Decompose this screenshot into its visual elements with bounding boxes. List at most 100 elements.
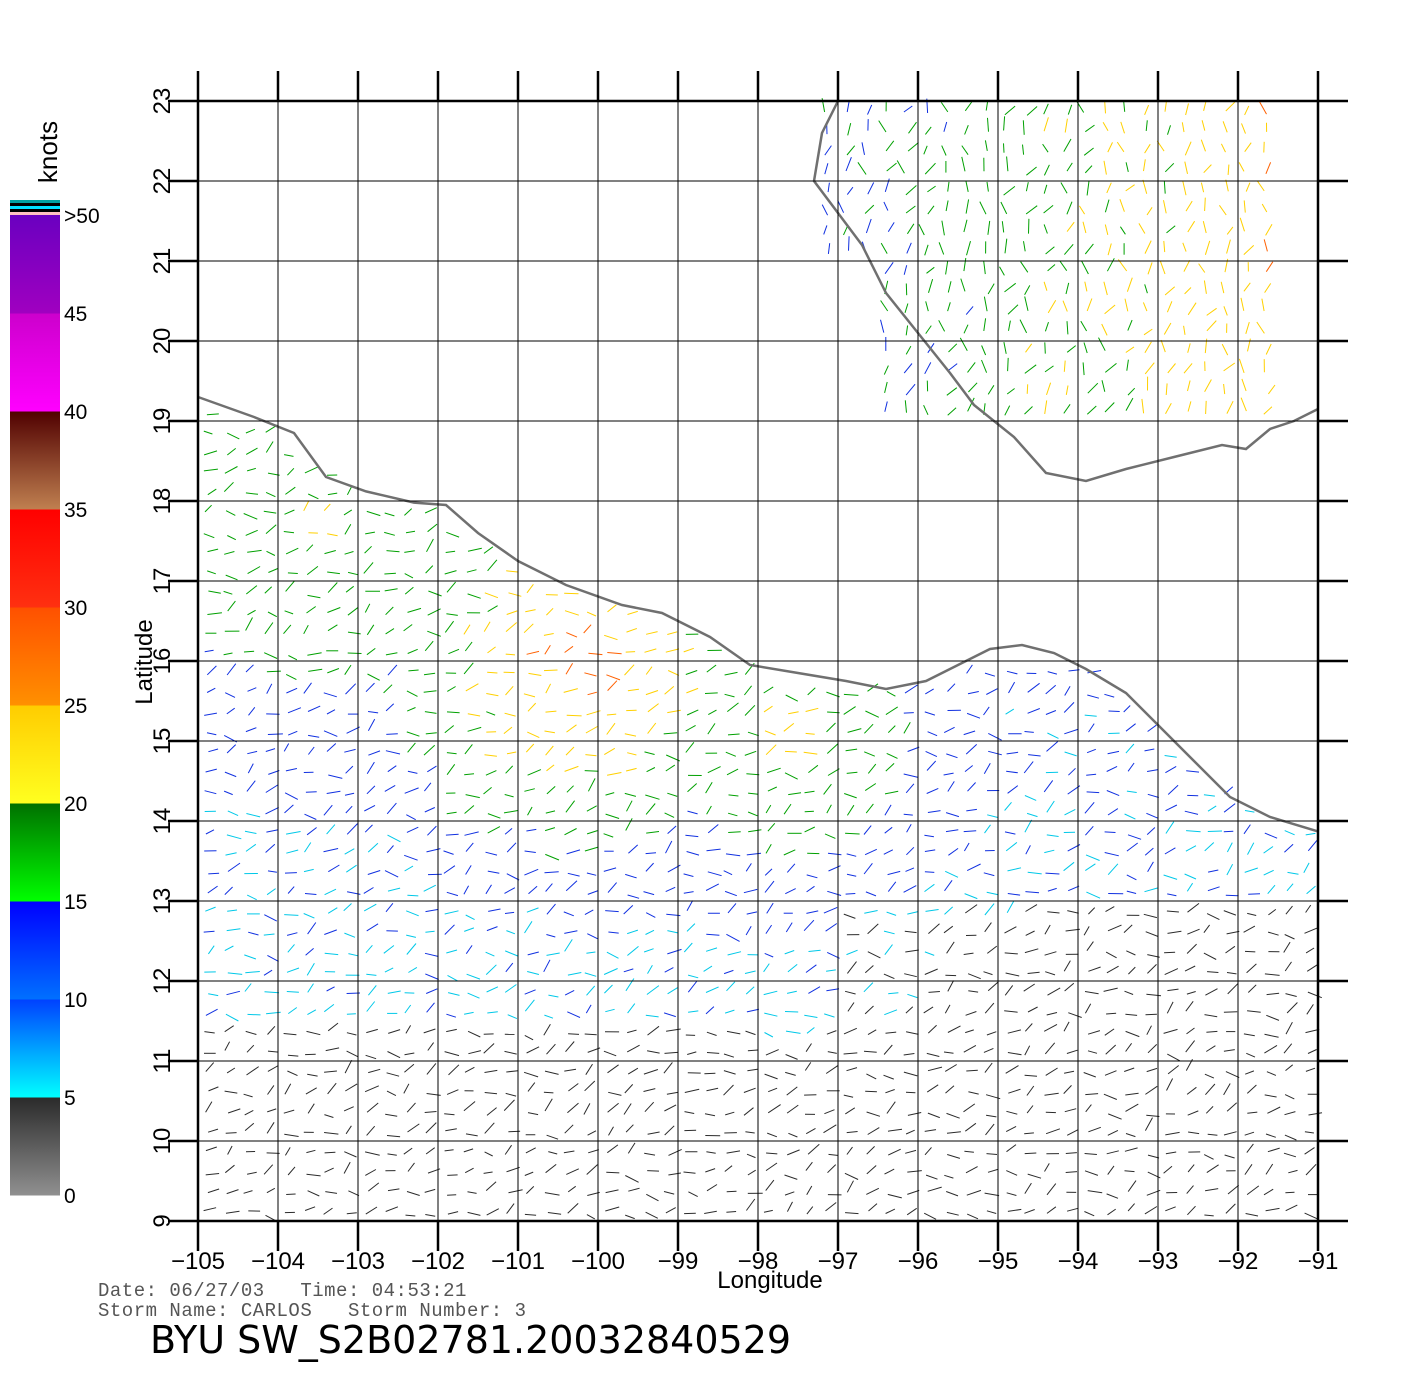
wind-vector [1264, 283, 1272, 293]
wind-vector [586, 1214, 596, 1220]
wind-vector [587, 933, 598, 940]
wind-vector [407, 742, 416, 753]
wind-vector [965, 180, 969, 193]
wind-vector [887, 870, 901, 876]
wind-vector [986, 688, 998, 695]
wind-vector [687, 783, 698, 793]
wind-vector [585, 754, 597, 757]
wind-vector [1163, 200, 1167, 214]
wind-vector [366, 785, 376, 795]
wind-vector [284, 1147, 291, 1156]
wind-vector [265, 806, 279, 815]
wind-vector [826, 969, 836, 972]
wind-vector [1243, 925, 1256, 933]
wind-vector [525, 1147, 536, 1154]
wind-vector [663, 1062, 673, 1074]
wind-vector [544, 1192, 560, 1196]
wind-vector [764, 1073, 778, 1080]
wind-vector [667, 930, 678, 934]
wind-vector [465, 865, 472, 875]
wind-vector [927, 731, 938, 737]
wind-vector [484, 1122, 495, 1134]
wind-vector [485, 964, 497, 975]
wind-vector [905, 1149, 917, 1154]
wind-vector [543, 633, 554, 636]
wind-vector [1085, 124, 1095, 133]
wind-vector [384, 572, 396, 575]
wind-vector [1107, 142, 1113, 153]
wind-vector [687, 974, 699, 979]
wind-vector [864, 751, 875, 757]
wind-vector [1141, 398, 1145, 414]
wind-vector [683, 873, 694, 877]
wind-vector [583, 624, 592, 634]
wind-vector [208, 993, 219, 997]
wind-vector [208, 872, 220, 875]
wind-vector [544, 1070, 559, 1075]
wind-vector [1203, 280, 1207, 294]
wind-vector [966, 808, 977, 812]
wind-vector [1164, 968, 1179, 976]
wind-vector [665, 764, 676, 772]
colorbar-tick-label: 45 [64, 303, 87, 326]
wind-vector [763, 705, 773, 713]
wind-vector [246, 813, 261, 818]
wind-vector [884, 401, 888, 412]
wind-vector [1146, 812, 1158, 819]
wind-vector [1184, 965, 1196, 972]
wind-vector [567, 1102, 579, 1114]
wind-vector [668, 1148, 682, 1156]
wind-vector [625, 767, 637, 772]
wind-vector [344, 1151, 357, 1158]
wind-vector [1222, 121, 1228, 133]
wind-vector [264, 914, 278, 922]
wind-vector [945, 1085, 955, 1094]
wind-vector [606, 951, 619, 959]
wind-vector [1006, 751, 1019, 755]
wind-vector [786, 863, 796, 873]
wind-vector [207, 885, 218, 894]
wind-vector [1144, 240, 1152, 254]
wind-vector [447, 974, 458, 982]
wind-vector [1064, 686, 1071, 696]
axis-ticks [168, 71, 1348, 1251]
wind-vector [525, 743, 535, 753]
wind-vector [845, 1107, 856, 1115]
wind-vector [366, 973, 377, 976]
wind-vector [1085, 1104, 1092, 1113]
wind-vector [227, 600, 236, 612]
wind-vector [226, 1067, 236, 1074]
wind-vector [606, 722, 616, 735]
wind-vector [1266, 1071, 1277, 1076]
wind-vector [743, 1087, 756, 1093]
wind-vector [643, 891, 655, 896]
wind-vector [366, 1001, 376, 1012]
wind-vector [387, 1188, 400, 1192]
wind-vector [943, 772, 954, 776]
wind-vector [245, 843, 257, 852]
wind-vector [1005, 708, 1015, 715]
wind-vector [1025, 891, 1040, 894]
wind-vector [1306, 1004, 1314, 1015]
wind-vector [886, 1101, 896, 1114]
wind-vector [1025, 930, 1035, 936]
wind-vector [564, 765, 579, 772]
wind-vector [1204, 1214, 1214, 1217]
wind-vector [705, 986, 719, 993]
wind-vector [224, 1164, 235, 1174]
wind-vector [1201, 120, 1206, 131]
wind-vector [1125, 743, 1135, 754]
wind-vector [224, 886, 233, 895]
wind-vector [1087, 1190, 1103, 1194]
wind-vector [344, 551, 354, 555]
wind-vector [287, 1054, 299, 1057]
wind-vector [863, 1050, 877, 1053]
wind-vector [704, 1210, 717, 1214]
wind-vector [326, 743, 337, 752]
wind-vector [227, 1108, 241, 1114]
wind-vector [368, 985, 377, 996]
wind-vector [1045, 684, 1057, 695]
wind-vector [925, 126, 932, 135]
wind-vector [944, 1004, 951, 1014]
latitude-tick-label: 22 [149, 168, 176, 195]
